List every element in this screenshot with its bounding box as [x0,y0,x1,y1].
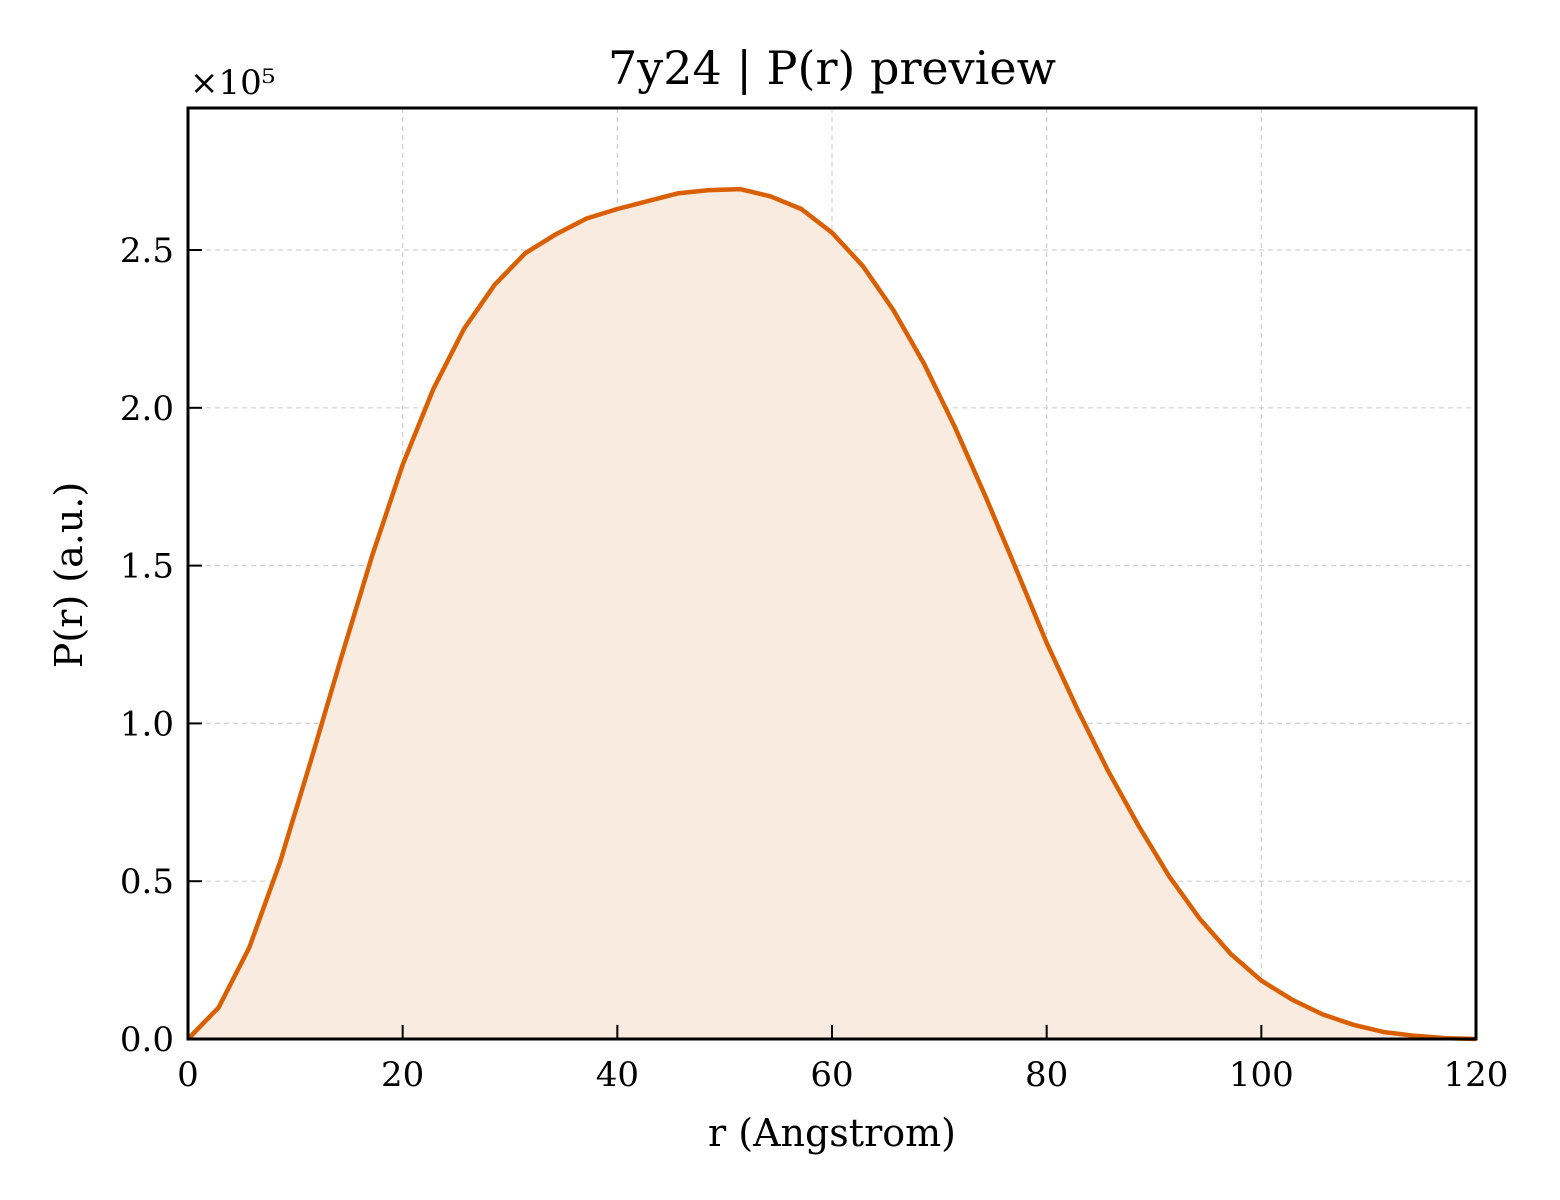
x-tick-label: 0 [177,1055,199,1095]
y-axis-label: P(r) (a.u.) [47,482,91,668]
x-tick-label: 100 [1229,1055,1294,1095]
y-tick-labels: 0.0 0.5 1.0 1.5 2.0 2.5 [120,231,174,1060]
x-axis-label: r (Angstrom) [708,1111,956,1155]
y-offset-label: ×10⁵ [190,63,275,103]
y-tick-label: 2.0 [120,389,174,429]
x-tick-label: 40 [596,1055,639,1095]
x-tick-label: 80 [1025,1055,1068,1095]
y-tick-label: 1.5 [120,547,174,587]
y-tick-label: 1.0 [120,704,174,744]
y-tick-label: 2.5 [120,231,174,271]
x-tick-labels: 0 20 40 60 80 100 120 [177,1055,1508,1095]
chart-title: 7y24 | P(r) preview [608,41,1056,95]
y-tick-label: 0.0 [120,1020,174,1060]
y-tick-label: 0.5 [120,862,174,902]
series-line [186,186,1477,1042]
x-tick-label: 120 [1444,1055,1509,1095]
x-tick-label: 60 [810,1055,853,1095]
series-area-fill [188,189,1476,1040]
plot-frame [186,106,1478,1041]
x-tick-label: 20 [381,1055,424,1095]
